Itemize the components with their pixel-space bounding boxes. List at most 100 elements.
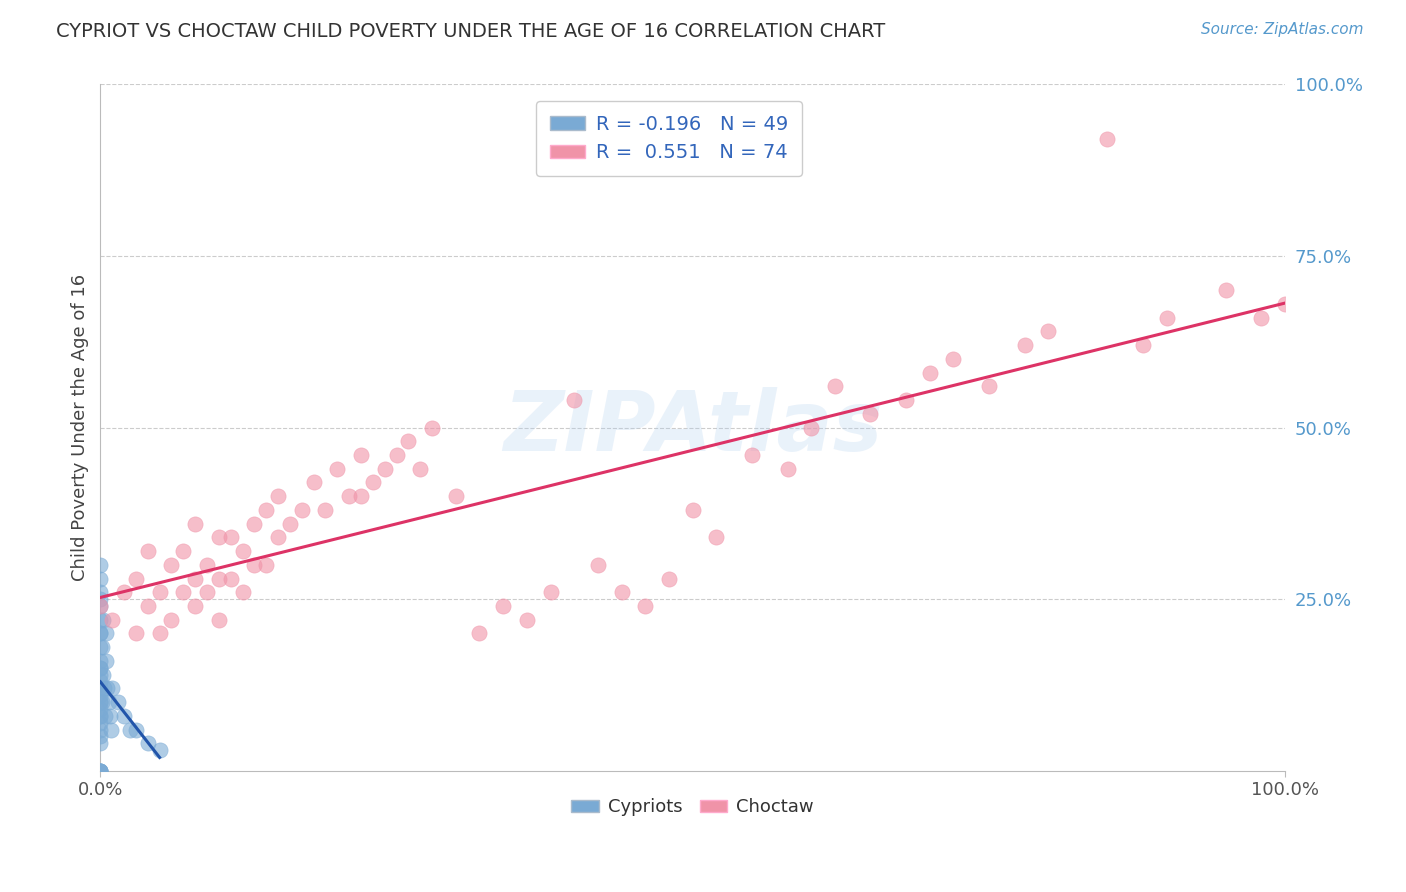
Point — [90, 640, 112, 655]
Point — [824, 379, 846, 393]
Point — [942, 351, 965, 366]
Point — [89, 613, 111, 627]
Point — [136, 544, 159, 558]
Point — [231, 544, 253, 558]
Point — [149, 585, 172, 599]
Point — [89, 715, 111, 730]
Point — [231, 585, 253, 599]
Point — [91, 613, 114, 627]
Point — [254, 503, 277, 517]
Point — [1038, 325, 1060, 339]
Legend: Cypriots, Choctaw: Cypriots, Choctaw — [564, 791, 821, 823]
Point — [741, 448, 763, 462]
Point — [89, 764, 111, 778]
Point — [89, 640, 111, 655]
Point — [89, 764, 111, 778]
Point — [243, 516, 266, 531]
Point — [243, 558, 266, 572]
Point — [112, 708, 135, 723]
Point — [918, 366, 941, 380]
Point — [160, 558, 183, 572]
Point — [184, 516, 207, 531]
Text: Source: ZipAtlas.com: Source: ZipAtlas.com — [1201, 22, 1364, 37]
Point — [107, 695, 129, 709]
Point — [706, 530, 728, 544]
Point — [468, 626, 491, 640]
Point — [89, 708, 111, 723]
Point — [208, 530, 231, 544]
Text: CYPRIOT VS CHOCTAW CHILD POVERTY UNDER THE AGE OF 16 CORRELATION CHART: CYPRIOT VS CHOCTAW CHILD POVERTY UNDER T… — [56, 22, 886, 41]
Point — [89, 592, 111, 607]
Point — [149, 743, 172, 757]
Point — [98, 708, 121, 723]
Point — [89, 723, 111, 737]
Point — [125, 723, 148, 737]
Point — [136, 599, 159, 613]
Point — [100, 723, 122, 737]
Point — [314, 503, 336, 517]
Point — [96, 654, 118, 668]
Point — [91, 667, 114, 681]
Point — [89, 661, 111, 675]
Point — [101, 681, 124, 696]
Point — [101, 613, 124, 627]
Point — [184, 572, 207, 586]
Point — [89, 572, 111, 586]
Point — [96, 626, 118, 640]
Point — [396, 434, 419, 449]
Point — [800, 420, 823, 434]
Point — [208, 572, 231, 586]
Point — [409, 461, 432, 475]
Point — [89, 558, 111, 572]
Point — [610, 585, 633, 599]
Point — [89, 764, 111, 778]
Point — [89, 708, 111, 723]
Point — [172, 544, 194, 558]
Point — [420, 420, 443, 434]
Point — [89, 695, 111, 709]
Point — [125, 626, 148, 640]
Point — [337, 489, 360, 503]
Point — [94, 708, 117, 723]
Point — [658, 572, 681, 586]
Point — [89, 674, 111, 689]
Point — [89, 661, 111, 675]
Point — [1097, 132, 1119, 146]
Point — [361, 475, 384, 490]
Point — [89, 667, 111, 681]
Point — [492, 599, 515, 613]
Point — [894, 393, 917, 408]
Point — [89, 599, 111, 613]
Point — [195, 585, 218, 599]
Point — [219, 530, 242, 544]
Point — [326, 461, 349, 475]
Y-axis label: Child Poverty Under the Age of 16: Child Poverty Under the Age of 16 — [72, 274, 89, 581]
Point — [1156, 310, 1178, 325]
Point — [89, 654, 111, 668]
Point — [89, 626, 111, 640]
Point — [89, 585, 111, 599]
Point — [682, 503, 704, 517]
Point — [562, 393, 585, 408]
Point — [278, 516, 301, 531]
Point — [540, 585, 562, 599]
Point — [112, 585, 135, 599]
Point — [89, 695, 111, 709]
Point — [302, 475, 325, 490]
Point — [776, 461, 799, 475]
Point — [977, 379, 1000, 393]
Point — [1014, 338, 1036, 352]
Point — [350, 448, 373, 462]
Point — [1250, 310, 1272, 325]
Point — [97, 695, 120, 709]
Text: ZIPAtlas: ZIPAtlas — [503, 387, 883, 468]
Point — [89, 702, 111, 716]
Point — [118, 723, 141, 737]
Point — [254, 558, 277, 572]
Point — [350, 489, 373, 503]
Point — [89, 681, 111, 696]
Point — [136, 736, 159, 750]
Point — [93, 681, 115, 696]
Point — [219, 572, 242, 586]
Point — [267, 530, 290, 544]
